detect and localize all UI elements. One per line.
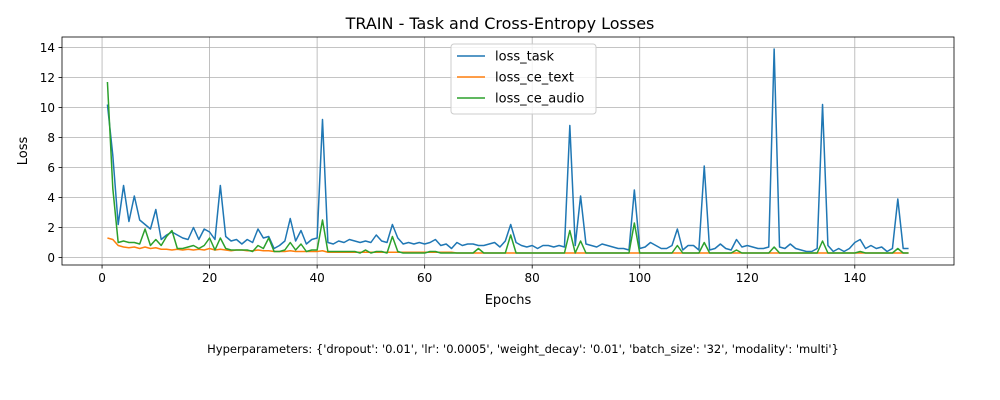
chart-title: TRAIN - Task and Cross-Entropy Losses bbox=[345, 14, 655, 33]
x-tick-label: 60 bbox=[417, 271, 432, 285]
axis-ticks: 0 20 40 60 80 100 120 140 0 2 4 6 8 10 12 14 bbox=[40, 41, 867, 285]
x-tick-label: 0 bbox=[98, 271, 106, 285]
y-tick-label: 14 bbox=[40, 41, 55, 55]
y-tick-label: 12 bbox=[40, 71, 55, 85]
legend-label-loss-ce-text: loss_ce_text bbox=[495, 71, 574, 86]
x-tick-label: 140 bbox=[843, 271, 866, 285]
y-axis-label: Loss bbox=[16, 137, 31, 166]
legend-label-loss-ce-audio: loss_ce_audio bbox=[495, 92, 584, 107]
y-tick-label: 4 bbox=[47, 191, 55, 205]
legend-label-loss-task: loss_task bbox=[495, 50, 554, 65]
legend-box bbox=[450, 43, 597, 115]
legend: loss_task loss_ce_text loss_ce_audio bbox=[450, 43, 597, 115]
series-line-loss-task bbox=[106, 48, 909, 253]
x-tick-label: 40 bbox=[309, 271, 324, 285]
x-tick-label: 120 bbox=[736, 271, 759, 285]
hyperparameters-footnote: Hyperparameters: {'dropout': '0.01', 'lr… bbox=[207, 342, 839, 356]
y-tick-label: 0 bbox=[47, 251, 55, 265]
series-line-loss-ce-audio bbox=[106, 81, 909, 254]
plot-frame bbox=[61, 36, 955, 266]
series-lines bbox=[106, 48, 909, 254]
x-tick-label: 20 bbox=[202, 271, 217, 285]
y-tick-label: 6 bbox=[47, 161, 55, 175]
x-tick-label: 80 bbox=[525, 271, 540, 285]
y-tick-label: 8 bbox=[47, 131, 55, 145]
y-tick-label: 2 bbox=[47, 221, 55, 235]
y-tick-label: 10 bbox=[40, 101, 55, 115]
x-tick-label: 100 bbox=[628, 271, 651, 285]
x-axis-label: Epochs bbox=[485, 293, 532, 308]
